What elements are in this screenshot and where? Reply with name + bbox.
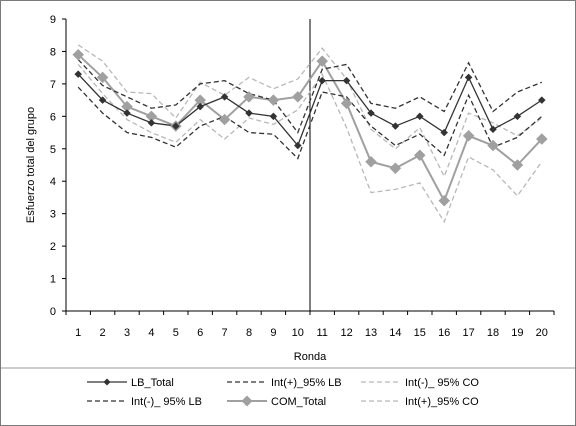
x-tick-label: 8 [246, 327, 252, 339]
x-tick-label: 14 [389, 327, 401, 339]
x-tick-label: 15 [414, 327, 426, 339]
legend-label: Int(+)_95% CO [405, 396, 479, 408]
y-tick-label: 4 [50, 176, 56, 188]
x-tick-label: 18 [487, 327, 499, 339]
x-tick-label: 5 [173, 327, 179, 339]
y-tick-label: 2 [50, 241, 56, 253]
data-point-3-12 [365, 155, 377, 168]
data-point-3-15 [438, 194, 451, 207]
data-point-3-6 [218, 113, 231, 126]
x-tick-label: 4 [148, 327, 154, 339]
x-tick-label: 19 [511, 327, 523, 339]
y-tick-label: 6 [50, 111, 56, 123]
data-point-0-12 [367, 109, 375, 117]
legend-item-2: Int(+)_95% LB [227, 377, 342, 389]
series-line-1 [77, 86, 543, 160]
data-point-3-8 [267, 94, 280, 106]
y-tick-label: 1 [50, 274, 56, 286]
data-point-0-8 [269, 112, 278, 121]
series-line-0 [77, 73, 543, 147]
x-tick-label: 17 [462, 327, 474, 339]
data-point-0-0 [74, 70, 83, 79]
data-point-0-14 [415, 112, 424, 121]
data-point-0-17 [489, 125, 497, 134]
legend-label: COM_Total [271, 396, 326, 408]
data-point-3-19 [535, 133, 548, 145]
data-point-0-4 [171, 122, 180, 130]
data-point-0-10 [318, 76, 327, 85]
y-tick-label: 3 [50, 209, 56, 221]
legend-item-1: Int(-)_ 95% LB [87, 396, 202, 408]
y-tick-label: 7 [50, 79, 56, 91]
series-line-5 [77, 44, 543, 178]
data-point-0-18 [513, 112, 522, 121]
data-point-0-15 [440, 128, 449, 137]
legend-item-0: LB_Total [87, 377, 174, 389]
data-point-0-11 [342, 76, 351, 85]
data-point-3-0 [72, 48, 85, 61]
x-tick-label: 3 [124, 327, 130, 339]
data-point-0-3 [147, 118, 156, 127]
legend-label: Int(+)_95% LB [271, 377, 342, 389]
legend-marker [103, 378, 111, 386]
legend-label: LB_Total [131, 377, 174, 389]
x-tick-label: 13 [365, 327, 377, 339]
x-tick-label: 11 [316, 327, 327, 339]
data-point-0-1 [98, 96, 107, 104]
legend-label: Int(-)_ 95% LB [131, 396, 202, 408]
legend: LB_Total Int(+)_95% LB Int(-)_ 95% CO Int(-… [87, 377, 479, 408]
y-ticks: 0 1 2 3 4 5 6 7 8 9 [50, 14, 66, 318]
y-axis-label: Esfuerzo total del grupo [25, 107, 37, 223]
x-tick-label: 16 [438, 327, 450, 339]
data-point-3-10 [316, 55, 329, 68]
y-tick-label: 0 [50, 306, 56, 318]
legend-item-3: COM_Total [227, 395, 326, 408]
data-point-3-13 [389, 162, 402, 175]
x-tick-label: 9 [270, 327, 276, 339]
x-tick-label: 12 [340, 327, 352, 339]
data-point-0-6 [220, 93, 229, 101]
legend-label: Int(-)_ 95% CO [405, 377, 479, 389]
data-point-0-5 [196, 102, 205, 111]
data-point-0-13 [391, 122, 400, 130]
x-tick-label: 6 [197, 327, 203, 339]
x-axis-label: Ronda [294, 351, 327, 363]
series-markers [72, 48, 548, 207]
data-point-3-18 [511, 159, 524, 171]
data-point-0-2 [123, 109, 131, 117]
series-line-2 [77, 59, 543, 134]
y-tick-label: 9 [50, 14, 56, 26]
data-point-3-17 [487, 139, 499, 152]
legend-item-5: Int(+)_95% CO [361, 396, 479, 408]
data-point-0-7 [245, 109, 253, 117]
data-point-3-7 [243, 91, 255, 103]
y-tick-label: 8 [50, 46, 56, 58]
data-point-3-1 [96, 71, 109, 84]
legend-item-4: Int(-)_ 95% CO [361, 377, 479, 389]
x-tick-label: 7 [222, 327, 228, 339]
data-point-3-16 [462, 129, 475, 142]
data-point-0-16 [464, 73, 473, 82]
data-point-3-9 [291, 91, 304, 103]
data-point-3-11 [340, 97, 353, 110]
x-tick-label: 1 [75, 327, 81, 339]
data-point-0-9 [293, 141, 302, 150]
series-line-4 [77, 64, 543, 224]
data-point-0-19 [537, 96, 546, 104]
x-tick-label: 20 [536, 327, 548, 339]
legend-marker [241, 395, 253, 407]
x-tick-label: 10 [292, 327, 304, 339]
y-tick-label: 5 [50, 144, 56, 156]
x-tick-label: 2 [100, 327, 106, 339]
x-ticks: 1 2 3 4 5 6 7 8 9 10 11 12 13 14 15 16 17 18 19 20 [65, 311, 555, 339]
data-point-3-14 [413, 149, 426, 162]
